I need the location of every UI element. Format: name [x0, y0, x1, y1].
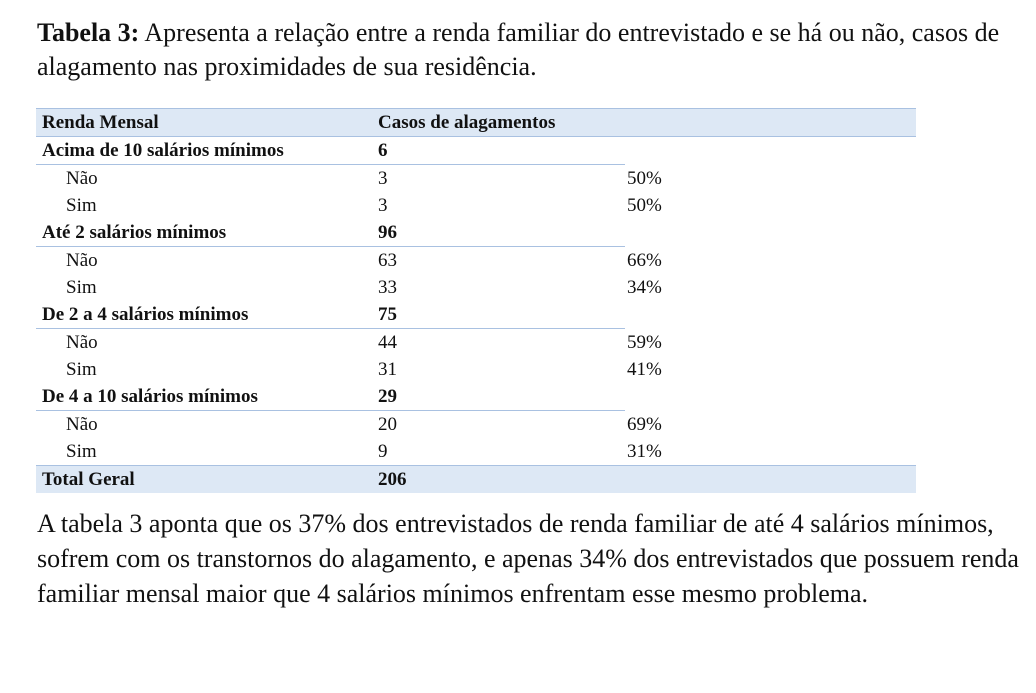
header-percent — [625, 108, 916, 137]
table-row: Sim 33 34% — [36, 274, 916, 301]
total-row: Total Geral 206 — [36, 465, 916, 493]
row-label: Não — [66, 414, 98, 435]
row-count: 20 — [378, 414, 397, 435]
group-label: De 2 a 4 salários mínimos — [36, 301, 372, 329]
row-percent: 31% — [627, 441, 662, 462]
group-row: Acima de 10 salários mínimos 6 — [36, 136, 916, 165]
table-header-row: Renda Mensal Casos de alagamentos — [36, 108, 916, 137]
row-label: Sim — [66, 359, 97, 380]
table-caption: Tabela 3: Apresenta a relação entre a re… — [37, 16, 1027, 84]
group-label: Até 2 salários mínimos — [36, 219, 372, 247]
row-percent: 34% — [627, 277, 662, 298]
caption-text: Apresenta a relação entre a renda famili… — [37, 18, 1000, 81]
group-total: 6 — [372, 136, 625, 165]
row-count: 31 — [378, 359, 397, 380]
row-count: 9 — [378, 441, 388, 462]
row-label: Não — [66, 168, 98, 189]
table-row: Não 44 59% — [36, 329, 916, 357]
group-label: Acima de 10 salários mínimos — [36, 136, 372, 165]
row-count: 33 — [378, 277, 397, 298]
row-label: Sim — [66, 441, 97, 462]
table-body: Acima de 10 salários mínimos 6 Não 3 50%… — [36, 136, 916, 493]
row-label: Não — [66, 332, 98, 353]
row-percent: 66% — [627, 249, 662, 271]
row-label: Sim — [66, 195, 97, 216]
row-percent: 69% — [627, 413, 662, 435]
total-label: Total Geral — [36, 465, 372, 493]
group-total: 29 — [372, 383, 625, 411]
row-label: Não — [66, 250, 98, 271]
group-empty-cell — [625, 383, 916, 411]
table-row: Não 63 66% — [36, 247, 916, 275]
table-row: Sim 9 31% — [36, 438, 916, 466]
pivot-table: Renda Mensal Casos de alagamentos Acima … — [36, 108, 916, 493]
header-casos-alagamentos: Casos de alagamentos — [372, 108, 625, 137]
table-row: Sim 31 41% — [36, 356, 916, 383]
row-label: Sim — [66, 277, 97, 298]
row-count: 44 — [378, 332, 397, 353]
group-empty-cell — [625, 137, 916, 165]
group-empty-cell — [625, 219, 916, 247]
row-count: 3 — [378, 195, 388, 216]
pivot-table-container: Renda Mensal Casos de alagamentos Acima … — [36, 108, 916, 493]
group-label: De 4 a 10 salários mínimos — [36, 383, 372, 411]
group-row: De 4 a 10 salários mínimos 29 — [36, 383, 916, 411]
group-total: 75 — [372, 301, 625, 329]
group-row: Até 2 salários mínimos 96 — [36, 219, 916, 247]
row-count: 63 — [378, 250, 397, 271]
group-row: De 2 a 4 salários mínimos 75 — [36, 301, 916, 329]
group-empty-cell — [625, 301, 916, 329]
row-percent: 50% — [627, 195, 662, 216]
row-percent: 41% — [627, 359, 662, 380]
summary-paragraph: A tabela 3 aponta que os 37% dos entrevi… — [37, 509, 1019, 608]
header-renda-mensal: Renda Mensal — [36, 108, 372, 137]
row-percent: 50% — [627, 167, 662, 189]
table-row: Não 3 50% — [36, 165, 916, 193]
row-count: 3 — [378, 168, 388, 189]
total-value: 206 — [372, 465, 625, 493]
table-row: Sim 3 50% — [36, 192, 916, 219]
table-row: Não 20 69% — [36, 411, 916, 439]
total-empty-cell — [625, 465, 916, 493]
group-total: 96 — [372, 219, 625, 247]
row-percent: 59% — [627, 331, 662, 353]
caption-label: Tabela 3: — [37, 18, 140, 47]
